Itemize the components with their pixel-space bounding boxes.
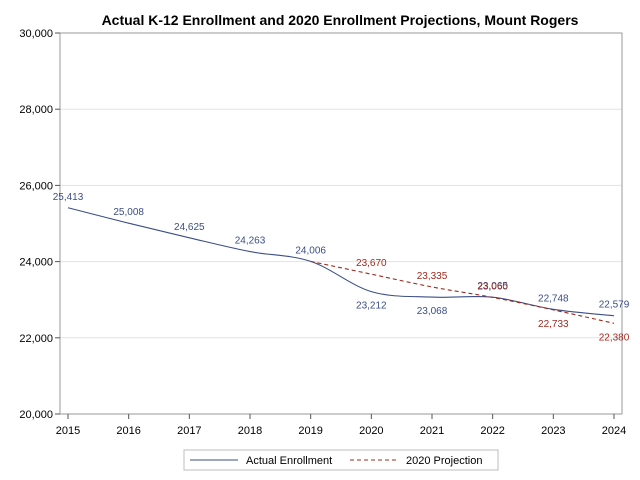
legend-box bbox=[183, 449, 499, 471]
data-labels: 25,413 25,008 24,625 24,263 24,006 23,212 23,0… bbox=[53, 192, 630, 344]
actual-data-label: 24,006 bbox=[295, 245, 326, 256]
y-tick-label: 22,000 bbox=[19, 333, 53, 345]
x-tick-label: 2015 bbox=[56, 425, 80, 437]
x-tick-label: 2020 bbox=[359, 425, 383, 437]
legend-label-actual: Actual Enrollment bbox=[246, 455, 332, 467]
x-tick-label: 2018 bbox=[238, 425, 262, 437]
series bbox=[67, 207, 615, 324]
actual-data-label: 22,748 bbox=[538, 293, 569, 304]
x-tick-label: 2019 bbox=[298, 425, 322, 437]
y-tick-label: 28,000 bbox=[19, 104, 53, 116]
projection-data-label: 23,060 bbox=[477, 281, 508, 292]
axes: 20,000 22,000 24,000 26,000 28,000 30,000 2015… bbox=[19, 28, 626, 437]
actual-data-label: 24,625 bbox=[174, 222, 205, 233]
projection-data-label: 23,335 bbox=[417, 271, 448, 282]
actual-data-label: 25,413 bbox=[53, 192, 84, 203]
y-tick-label: 30,000 bbox=[19, 28, 53, 40]
y-tick-label: 26,000 bbox=[19, 180, 53, 192]
x-tick-label: 2024 bbox=[602, 425, 626, 437]
x-tick-label: 2023 bbox=[541, 425, 565, 437]
actual-data-label: 25,008 bbox=[113, 207, 144, 218]
actual-data-label: 23,068 bbox=[417, 306, 448, 317]
x-tick-label: 2017 bbox=[177, 425, 201, 437]
projection-data-label: 22,380 bbox=[599, 332, 630, 343]
actual-data-label: 22,579 bbox=[599, 300, 630, 311]
actual-data-label: 24,263 bbox=[235, 236, 266, 247]
chart-title: Actual K-12 Enrollment and 2020 Enrollme… bbox=[102, 12, 579, 28]
x-tick-label: 2016 bbox=[116, 425, 140, 437]
legend-label-projection: 2020 Projection bbox=[406, 455, 482, 467]
plot-area bbox=[59, 32, 623, 415]
x-tick-label: 2022 bbox=[480, 425, 504, 437]
projection-data-label: 22,733 bbox=[538, 319, 569, 330]
projection-data-label: 23,670 bbox=[356, 258, 387, 269]
projection-line bbox=[310, 260, 615, 324]
actual-data-label: 23,212 bbox=[356, 301, 387, 312]
x-tick-label: 2021 bbox=[420, 425, 444, 437]
actual-data-label: 23,065 bbox=[477, 281, 508, 292]
y-tick-label: 20,000 bbox=[19, 409, 53, 421]
legend: Actual Enrollment 2020 Projection bbox=[183, 449, 499, 471]
grid-lines bbox=[60, 32, 622, 415]
y-tick-label: 24,000 bbox=[19, 257, 53, 269]
actual-enrollment-line bbox=[67, 207, 615, 317]
